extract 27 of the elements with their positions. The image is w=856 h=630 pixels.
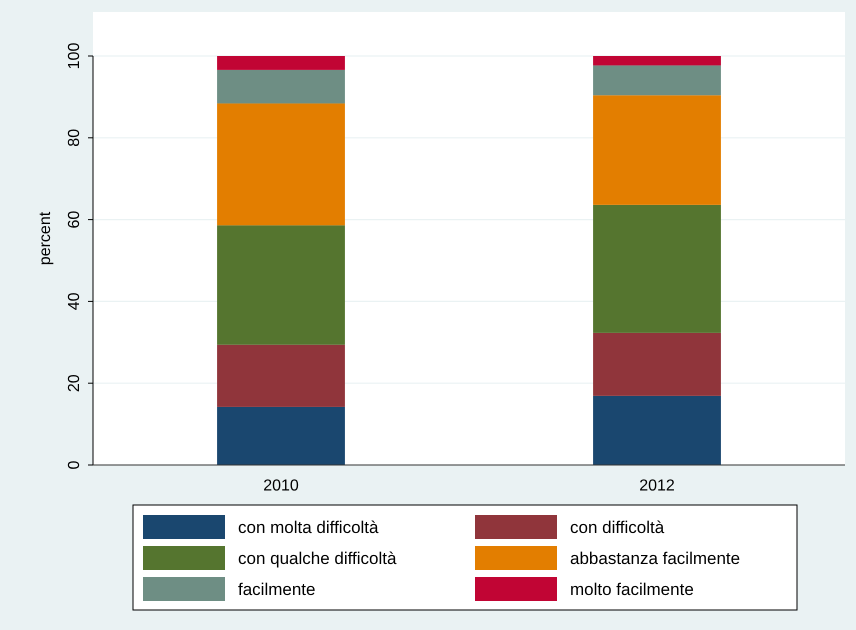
x-tick-label: 2010: [263, 478, 299, 495]
legend-label: abbastanza facilmente: [570, 549, 740, 568]
bar: [217, 103, 345, 226]
bar: [593, 56, 721, 66]
legend-label: molto facilmente: [570, 580, 694, 599]
y-tick-label: 20: [66, 374, 83, 392]
y-tick-label: 100: [66, 42, 83, 70]
legend-label: facilmente: [238, 580, 316, 599]
bar: [593, 204, 721, 333]
legend-label: con difficoltà: [570, 518, 665, 537]
bar: [593, 396, 721, 465]
y-axis-title: percent: [37, 211, 54, 266]
bar: [593, 332, 721, 396]
legend-label: con molta difficoltà: [238, 518, 380, 537]
y-tick-label: 0: [66, 460, 83, 470]
y-tick-label: 60: [66, 210, 83, 228]
bar: [217, 225, 345, 345]
bar: [217, 344, 345, 407]
y-tick-label: 40: [66, 292, 83, 310]
bar: [593, 65, 721, 96]
bar: [593, 95, 721, 205]
x-tick-label: 2012: [639, 478, 675, 495]
bar: [217, 70, 345, 104]
bar: [217, 56, 345, 70]
bar: [217, 406, 345, 465]
legend-label: con qualche difficoltà: [238, 549, 398, 568]
y-tick-label: 80: [66, 128, 83, 147]
